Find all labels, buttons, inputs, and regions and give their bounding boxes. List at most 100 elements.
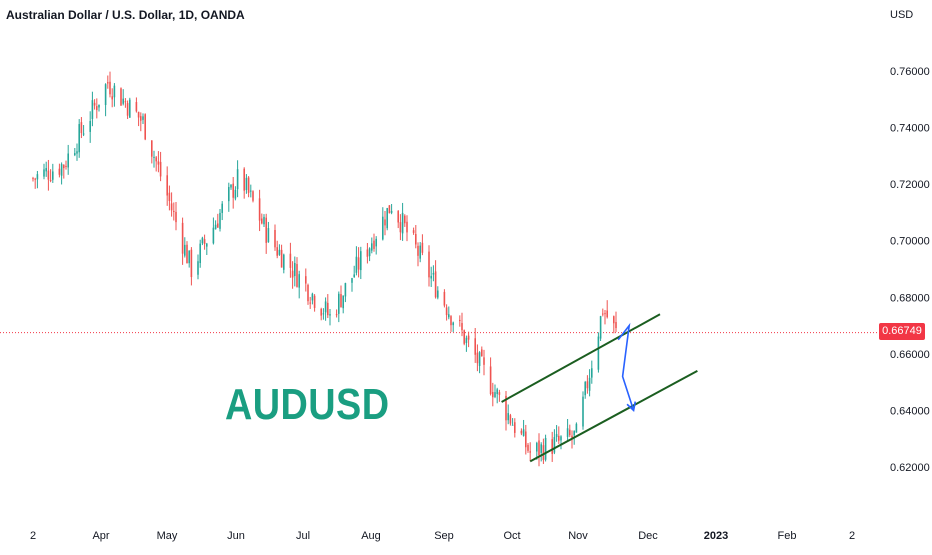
candle-body (294, 262, 296, 277)
candle-body (109, 81, 111, 95)
candle-body (522, 429, 525, 436)
candle-body (267, 228, 270, 243)
candle-body (382, 216, 384, 240)
candle-body (371, 243, 373, 251)
y-tick-label: 0.74000 (890, 123, 930, 135)
candle-body (386, 208, 388, 229)
candle-body (263, 216, 265, 225)
candle-body (32, 178, 34, 180)
candle-body (298, 274, 300, 288)
candle-body (173, 210, 175, 212)
candle-body (461, 323, 463, 331)
candle-body (527, 444, 529, 451)
projection-path (617, 322, 635, 411)
candle-body (45, 168, 47, 172)
candle-body (188, 250, 190, 264)
candle-body (168, 192, 171, 201)
candle-body (538, 440, 540, 456)
candle-body (250, 190, 252, 192)
candle-body (245, 177, 248, 191)
candle-body (602, 313, 604, 315)
candle-body (566, 428, 569, 437)
candle-body (217, 223, 219, 228)
candle-body (388, 205, 391, 214)
candle-body (373, 240, 375, 249)
candle-body (575, 423, 578, 433)
candle-body (483, 357, 485, 365)
candle-body (450, 316, 452, 326)
candle-body (129, 99, 131, 118)
candle-body (571, 435, 573, 438)
candle-body (34, 178, 36, 180)
candle-body (606, 310, 608, 318)
x-tick-label: 2 (30, 530, 36, 542)
candle-body (351, 278, 353, 283)
candle-body (203, 239, 206, 244)
candle-body (481, 349, 483, 357)
candle-body (569, 429, 571, 436)
candle-body (542, 445, 545, 461)
candle-body (551, 439, 553, 454)
candle-body (197, 261, 199, 275)
candle-body (199, 243, 201, 264)
candle-body (582, 396, 584, 427)
y-tick-label: 0.64000 (890, 405, 930, 417)
y-tick-label: 0.62000 (890, 462, 930, 474)
candle-body (324, 301, 327, 313)
candle-body (170, 203, 173, 211)
channel-upper-line (501, 313, 661, 403)
candle-body (327, 302, 329, 316)
candle-body (82, 133, 85, 135)
candle-body (234, 189, 237, 199)
candle-body (151, 140, 153, 157)
x-tick-label: Dec (638, 530, 658, 542)
candle-body (478, 352, 481, 366)
candle-body (615, 322, 617, 329)
candle-body (291, 270, 294, 278)
candle-body (489, 366, 492, 394)
candle-body (599, 316, 602, 339)
candle-body (430, 275, 432, 279)
candle-body (153, 156, 155, 158)
channel-lower-line (529, 369, 698, 463)
chart-title: Australian Dollar / U.S. Dollar, 1D, OAN… (6, 8, 245, 22)
candle-body (514, 422, 516, 433)
candle-body (52, 171, 54, 180)
candle-body (307, 284, 309, 302)
candle-body (305, 276, 307, 284)
candle-body (384, 219, 386, 226)
candle-body (206, 243, 208, 247)
candle-body (536, 442, 538, 452)
candle-body (505, 395, 507, 421)
candle-body (175, 211, 177, 223)
candle-body (120, 88, 122, 106)
candle-body (230, 184, 232, 188)
candle-body (553, 437, 556, 453)
candle-body (63, 165, 65, 169)
x-tick-label: Apr (92, 530, 109, 542)
candle-body (604, 313, 606, 315)
x-tick-label: 2023 (704, 530, 728, 542)
candle-body (214, 224, 217, 230)
candle-body (107, 82, 109, 84)
candle-body (406, 221, 408, 233)
candle-body (243, 168, 245, 191)
candle-body (357, 257, 360, 270)
candle-body (368, 248, 371, 257)
candle-body (276, 247, 278, 256)
candle-body (126, 103, 129, 116)
candle-body (78, 124, 80, 153)
candle-body (586, 381, 589, 389)
candle-body (60, 164, 63, 176)
candle-body (320, 308, 322, 316)
candle-body (520, 430, 523, 434)
candle-body (247, 177, 250, 193)
x-tick-label: Sep (434, 530, 454, 542)
candle-body (558, 435, 560, 441)
candle-body (412, 230, 415, 233)
x-tick-label: 2 (849, 530, 855, 542)
candle-body (467, 335, 470, 340)
x-tick-label: Feb (778, 530, 797, 542)
